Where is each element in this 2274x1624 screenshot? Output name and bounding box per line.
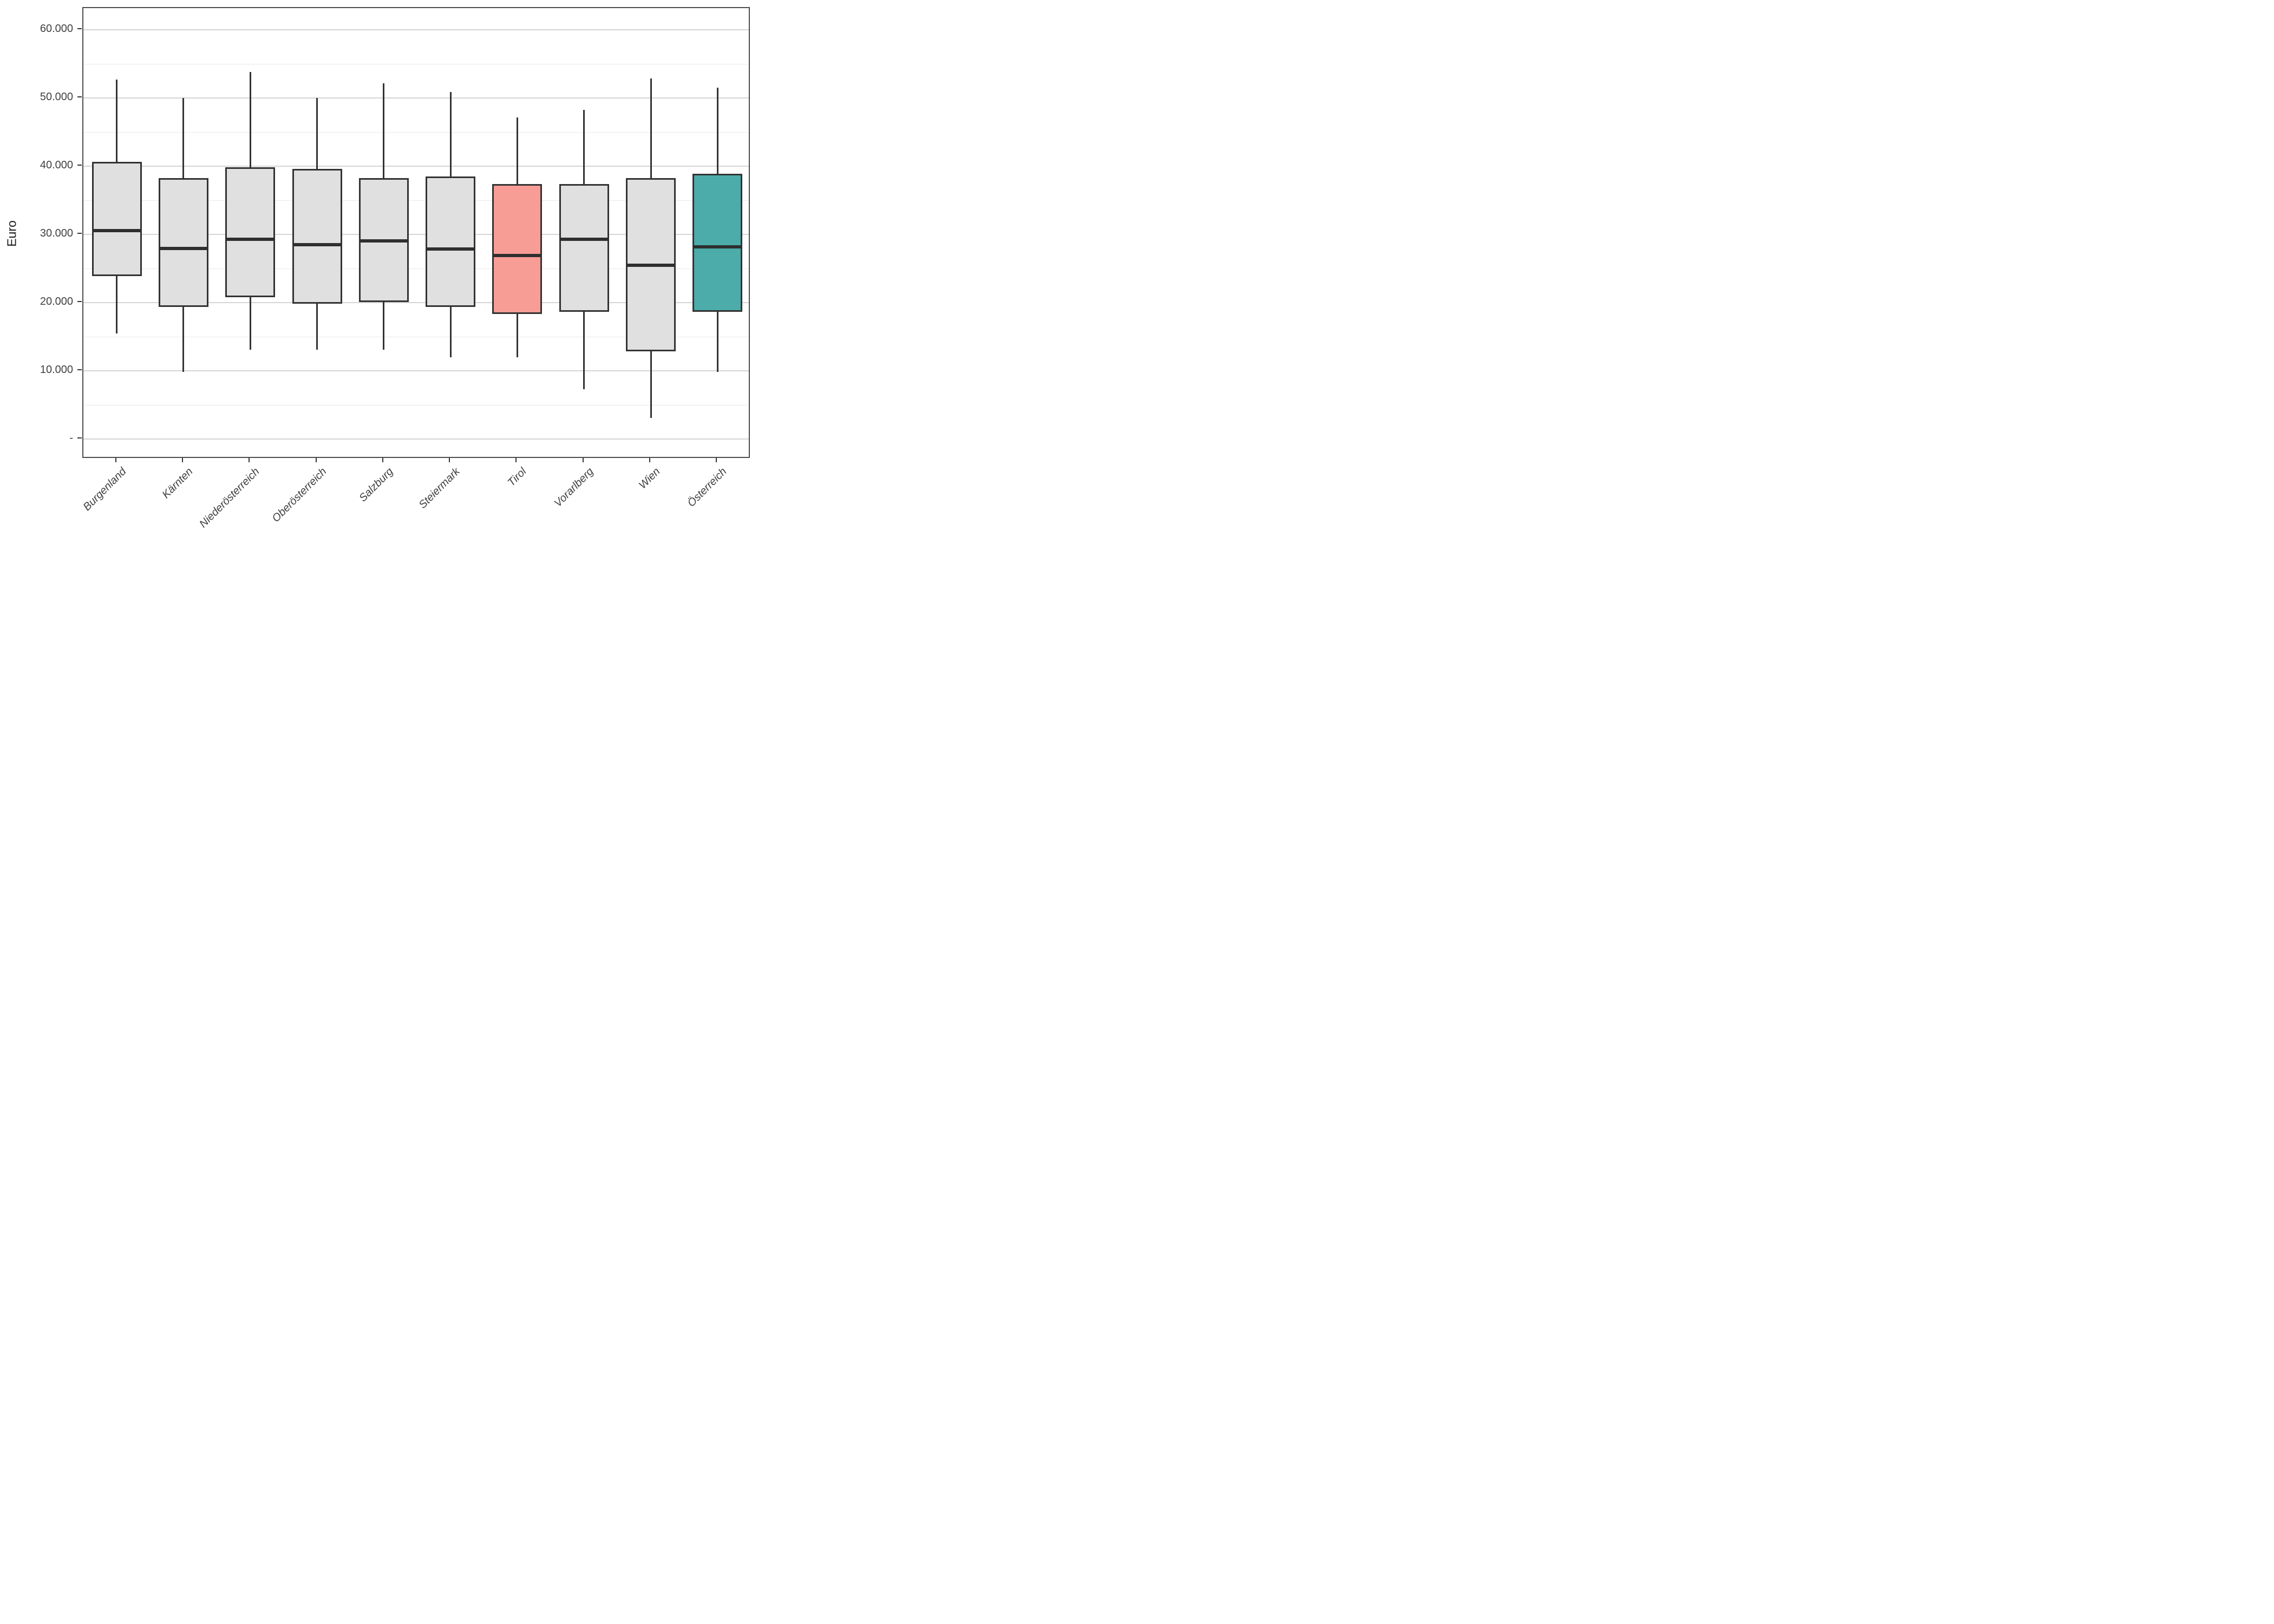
- x-axis-tick-label: Niederösterreich: [197, 466, 262, 531]
- y-axis-tick: [77, 233, 82, 234]
- y-axis-tick: [77, 28, 82, 30]
- y-minor-gridline: [83, 132, 749, 133]
- x-axis-tick-label: Salzburg: [357, 466, 396, 505]
- boxplot-box: [426, 176, 476, 307]
- y-axis-tick-label: 40.000: [40, 159, 73, 172]
- y-minor-gridline: [83, 200, 749, 201]
- x-axis-tick: [382, 458, 383, 462]
- median-line: [226, 238, 275, 241]
- y-axis-title: Euro: [4, 220, 19, 247]
- x-axis-tick: [115, 458, 116, 462]
- lower-whisker: [116, 276, 118, 334]
- lower-whisker: [316, 303, 318, 350]
- lower-whisker: [516, 313, 518, 358]
- boxplot-box: [492, 184, 543, 314]
- y-axis-tick: [77, 437, 82, 439]
- y-major-gridline: [83, 166, 749, 167]
- upper-whisker: [583, 109, 585, 185]
- upper-whisker: [383, 83, 385, 178]
- x-axis-tick: [449, 458, 450, 462]
- upper-whisker: [449, 92, 452, 177]
- boxplot-box: [225, 167, 276, 298]
- upper-whisker: [516, 117, 518, 185]
- y-major-gridline: [83, 370, 749, 372]
- lower-whisker: [383, 302, 385, 350]
- x-axis-tick-label: Vorarlberg: [552, 466, 596, 510]
- x-axis-tick: [515, 458, 517, 462]
- y-axis-tick: [77, 369, 82, 371]
- y-axis-tick-label: 50.000: [40, 91, 73, 103]
- lower-whisker: [249, 297, 251, 350]
- upper-whisker: [116, 80, 118, 162]
- x-axis-tick: [249, 458, 250, 462]
- y-axis-tick-label: 30.000: [40, 227, 73, 240]
- median-line: [626, 264, 676, 267]
- y-axis-tick-label: 60.000: [40, 23, 73, 35]
- median-line: [359, 239, 408, 243]
- x-axis-tick: [315, 458, 317, 462]
- x-axis-tick-label: Steiermark: [416, 466, 462, 511]
- lower-whisker: [449, 306, 452, 358]
- upper-whisker: [716, 88, 718, 174]
- y-axis-tick-label: 20.000: [40, 296, 73, 308]
- x-axis-tick-label: Tirol: [506, 466, 529, 489]
- plot-panel: [82, 7, 750, 458]
- boxplot-box: [292, 169, 342, 304]
- y-major-gridline: [83, 29, 749, 31]
- x-axis-tick-label: Wien: [636, 466, 663, 492]
- median-line: [92, 228, 141, 232]
- median-line: [493, 254, 542, 258]
- y-major-gridline: [83, 302, 749, 304]
- y-axis-tick: [77, 96, 82, 98]
- lower-whisker: [716, 311, 718, 372]
- median-line: [292, 243, 342, 247]
- y-axis-tick-label: -: [69, 432, 73, 444]
- lower-whisker: [583, 311, 585, 390]
- boxplot-box: [559, 184, 609, 312]
- upper-whisker: [249, 72, 251, 167]
- x-axis-tick: [582, 458, 584, 462]
- x-axis-tick-label: Kärnten: [160, 466, 195, 501]
- y-major-gridline: [83, 234, 749, 235]
- upper-whisker: [316, 98, 318, 169]
- median-line: [426, 247, 475, 251]
- x-axis-tick: [716, 458, 717, 462]
- x-axis-tick-label: Oberösterreich: [270, 466, 329, 525]
- boxplot-box: [692, 174, 743, 312]
- x-axis-tick-label: Österreich: [685, 466, 729, 509]
- median-line: [559, 238, 609, 241]
- boxplot-figure: Euro 60.000 50.000 40.000 30.000 20.000 10.00…: [0, 0, 758, 541]
- boxplot-box: [92, 161, 142, 277]
- y-axis-tick: [77, 301, 82, 303]
- upper-whisker: [650, 78, 652, 178]
- lower-whisker: [182, 306, 185, 372]
- lower-whisker: [650, 351, 652, 418]
- x-axis-tick-label: Burgenland: [81, 466, 129, 513]
- x-axis-tick: [181, 458, 183, 462]
- y-axis-tick: [77, 165, 82, 166]
- boxplot-box: [158, 178, 208, 307]
- y-major-gridline: [83, 438, 749, 440]
- median-line: [159, 246, 208, 250]
- x-axis-tick: [649, 458, 651, 462]
- upper-whisker: [182, 98, 185, 178]
- median-line: [693, 245, 742, 249]
- y-major-gridline: [83, 97, 749, 99]
- y-axis-tick-label: 10.000: [40, 364, 73, 376]
